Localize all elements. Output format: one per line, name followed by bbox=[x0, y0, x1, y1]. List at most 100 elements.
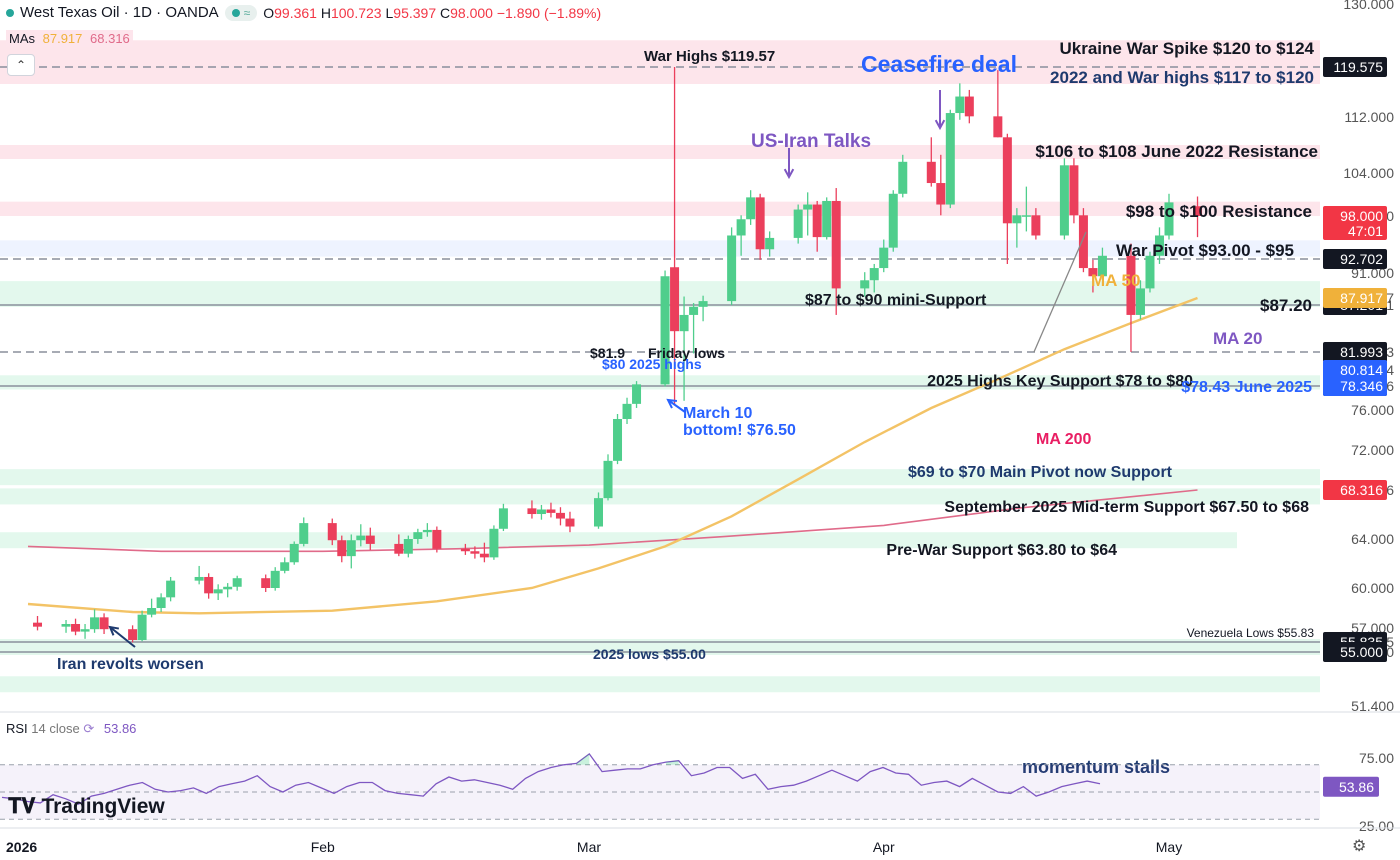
candle-body bbox=[346, 540, 356, 557]
candle-body bbox=[99, 617, 109, 630]
candle-body bbox=[1164, 202, 1174, 236]
settings-gear-icon[interactable]: ⚙ bbox=[1352, 838, 1367, 855]
candle bbox=[755, 193, 765, 260]
candle-body bbox=[1078, 215, 1088, 269]
candle bbox=[232, 575, 242, 591]
axis-box-countdown: 47:01 bbox=[1348, 223, 1383, 239]
annotation: Ceasefire deal bbox=[861, 51, 1017, 77]
candle-body bbox=[546, 509, 556, 513]
candle-body bbox=[413, 532, 423, 539]
axis-box-bg bbox=[1323, 57, 1387, 77]
candle-body bbox=[166, 580, 176, 598]
candle-body bbox=[489, 528, 499, 558]
candle bbox=[1145, 251, 1155, 293]
candle-body bbox=[746, 197, 756, 220]
candle-body bbox=[755, 197, 765, 250]
candle bbox=[1154, 227, 1164, 264]
candle bbox=[394, 534, 404, 557]
zone-4 bbox=[0, 240, 1320, 257]
candle-body bbox=[204, 576, 214, 594]
zone-label: 2025 Highs Key Support $78 to $80 bbox=[927, 373, 1193, 390]
candle-body bbox=[632, 384, 642, 404]
candle-body bbox=[1154, 235, 1164, 256]
candle bbox=[71, 618, 81, 636]
candle-body bbox=[945, 113, 955, 205]
y-tick-label: 130.000 bbox=[1343, 0, 1394, 12]
candle bbox=[489, 525, 499, 560]
axis-box-label: 80.814 bbox=[1340, 362, 1383, 378]
candle bbox=[1069, 158, 1079, 224]
candle-body bbox=[280, 562, 290, 571]
candle-body bbox=[1002, 137, 1012, 224]
candle-body bbox=[1012, 215, 1022, 224]
rsi-settings-icon[interactable]: ⟳ bbox=[83, 721, 95, 736]
candle-body bbox=[670, 267, 680, 332]
ma200-line bbox=[27, 489, 1198, 553]
x-tick-label: 2026 bbox=[6, 839, 37, 855]
symbol-logo-icon bbox=[6, 8, 14, 17]
annotation: $81.9 bbox=[590, 345, 625, 361]
zone-label: Pre-War Support $63.80 to $64 bbox=[886, 542, 1117, 559]
candle bbox=[156, 593, 166, 612]
candle bbox=[1135, 280, 1145, 320]
candle bbox=[746, 190, 756, 225]
candle-body bbox=[289, 543, 299, 563]
candle bbox=[1059, 158, 1069, 240]
candle bbox=[346, 534, 356, 569]
axis-price-box: 119.575 bbox=[1323, 57, 1387, 77]
candle bbox=[898, 154, 908, 198]
annotation: $78.43 June 2025 bbox=[1181, 379, 1312, 396]
rsi-value-bg bbox=[1323, 776, 1379, 797]
axis-price-box: 92.702 bbox=[1323, 249, 1387, 269]
annotation: bottom! $76.50 bbox=[683, 422, 796, 439]
candle bbox=[993, 70, 1003, 138]
candle-body bbox=[194, 576, 204, 581]
candle-body bbox=[527, 508, 537, 515]
y-tick-label: 64.000 bbox=[1351, 531, 1394, 547]
axis-box-label: 87.917 bbox=[1340, 290, 1383, 306]
candle-body bbox=[337, 540, 347, 557]
chevron-up-icon[interactable]: ⌃ bbox=[7, 54, 35, 76]
zone-label: 2025 lows $55.00 bbox=[593, 646, 706, 662]
annotation: US-Iran Talks bbox=[751, 131, 871, 152]
candle-body bbox=[831, 200, 841, 289]
candle-body bbox=[536, 509, 546, 515]
candle bbox=[33, 616, 43, 631]
rsi-overbought-fill bbox=[665, 760, 679, 765]
moving-averages-legend[interactable]: MAs 87.917 68.316 bbox=[6, 30, 133, 47]
annotation: Venezuela Lows $55.83 bbox=[1187, 626, 1315, 640]
zone-label: 2022 and War highs $117 to $120 bbox=[1050, 68, 1314, 87]
candle bbox=[460, 543, 470, 555]
candle-body bbox=[594, 498, 603, 527]
candle bbox=[327, 518, 337, 546]
axis-box-bg bbox=[1323, 342, 1387, 362]
symbol-title[interactable]: West Texas Oil · 1D · OANDA bbox=[20, 4, 219, 21]
axis-price-box: 87.917 bbox=[1323, 288, 1387, 308]
march10-arrow-head bbox=[666, 398, 678, 409]
rsi-legend[interactable]: RSI 14 close ⟳ 53.86 bbox=[6, 721, 137, 736]
candle-body bbox=[460, 548, 470, 552]
candle bbox=[888, 190, 898, 252]
annotation: MA 200 bbox=[1036, 431, 1092, 448]
candle-body bbox=[403, 539, 413, 554]
candle-body bbox=[736, 219, 746, 236]
talks-arrow-head bbox=[783, 168, 795, 180]
candle-body bbox=[365, 535, 375, 544]
candle bbox=[926, 137, 936, 187]
y-tick-label: 76.000 bbox=[1351, 402, 1394, 418]
candle bbox=[613, 414, 623, 465]
ohlc-values: O99.361 H100.723 L95.397 C98.000 −1.890 … bbox=[263, 4, 602, 21]
annotation: $87.20 bbox=[1260, 296, 1312, 315]
zone-5 bbox=[0, 281, 1320, 307]
chart-header: West Texas Oil · 1D · OANDA ≈ O99.361 H1… bbox=[6, 4, 601, 21]
axis-box-label: 98.000 bbox=[1340, 208, 1383, 224]
x-tick-label: Apr bbox=[873, 839, 895, 855]
candle-body bbox=[1069, 165, 1079, 216]
market-status-badge[interactable]: ≈ bbox=[224, 4, 258, 21]
zone-7 bbox=[0, 469, 1320, 486]
rsi-value-label: 53.86 bbox=[1339, 779, 1374, 795]
x-tick-label: Mar bbox=[577, 839, 601, 855]
rsi-tick-label: 75.00 bbox=[1359, 750, 1394, 766]
candle-body bbox=[90, 617, 100, 630]
